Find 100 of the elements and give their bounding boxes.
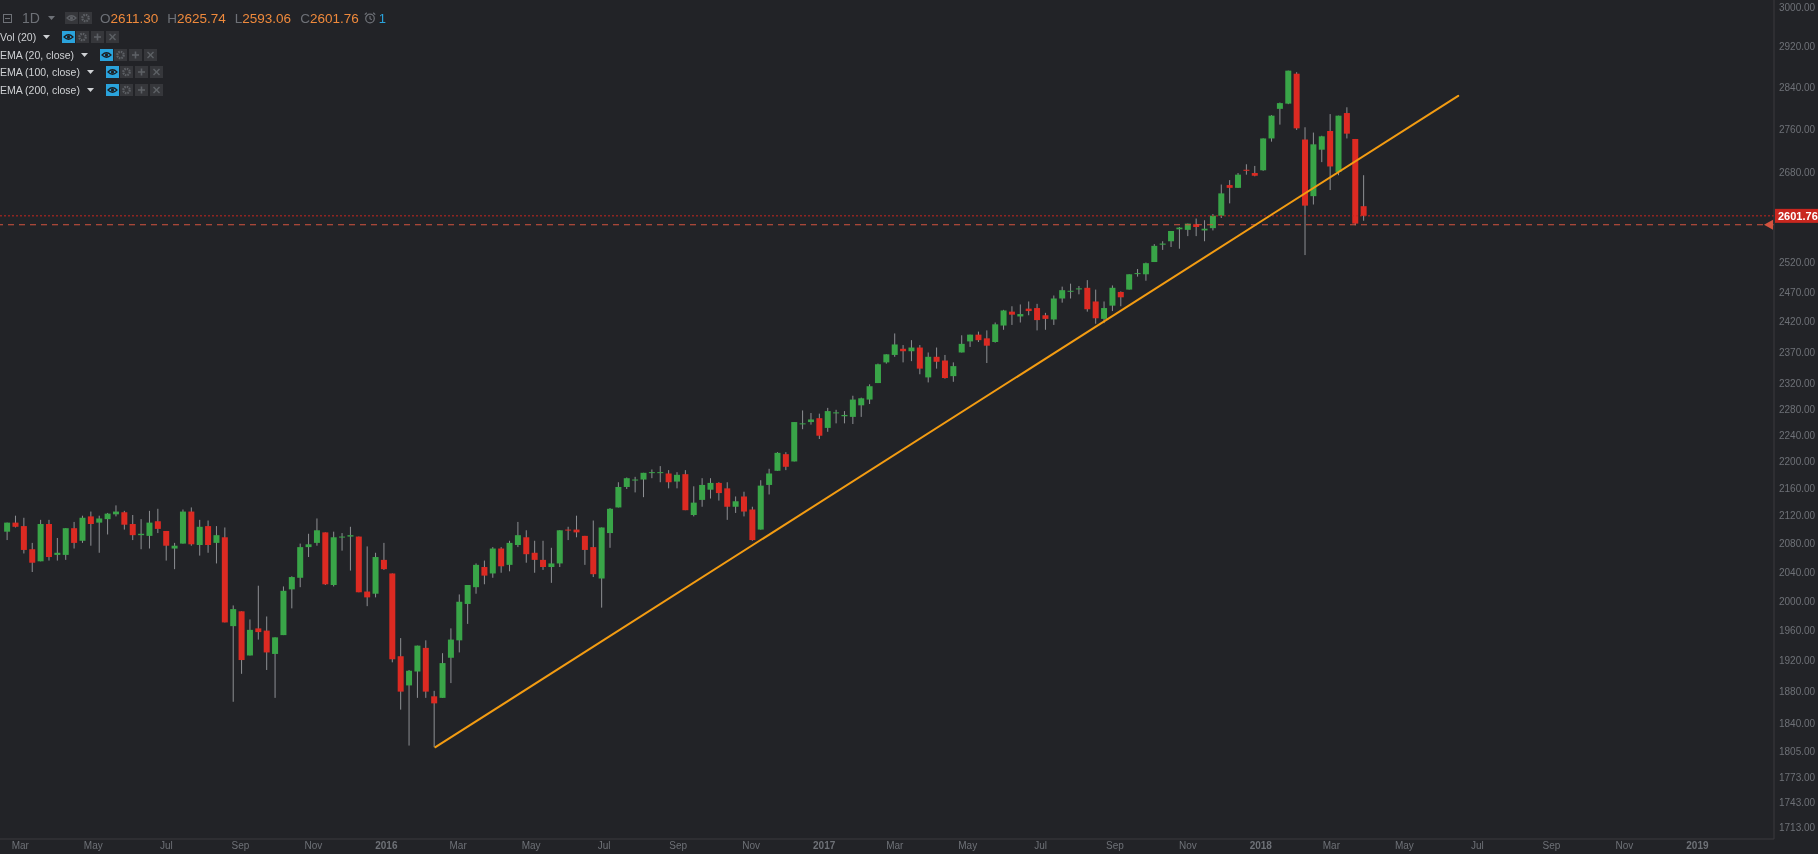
candlestick <box>1268 114 1275 143</box>
candlestick <box>255 585 262 641</box>
annotation: H2625.74 <box>167 10 226 26</box>
candlestick <box>891 332 898 358</box>
candlestick <box>766 468 773 495</box>
y-tick-label: 2760.00 <box>1779 123 1816 135</box>
candlestick <box>707 477 714 500</box>
candlestick <box>950 361 957 383</box>
y-tick-label: 1805.00 <box>1779 745 1816 757</box>
ref-line-label: 2601.76 <box>1778 209 1818 222</box>
candlestick <box>724 481 731 521</box>
candlestick <box>87 511 94 547</box>
candlestick <box>481 560 488 585</box>
x-tick-label: Nov <box>304 840 323 852</box>
candlestick <box>1109 284 1116 312</box>
x-tick-label: 2018 <box>1249 840 1273 852</box>
x-tick-label: Sep <box>231 840 250 852</box>
candlestick <box>1218 184 1225 219</box>
candlestick <box>104 512 111 535</box>
candlestick <box>1034 303 1041 331</box>
candlestick <box>849 395 856 425</box>
x-tick-label: Jul <box>1034 840 1048 852</box>
candlestick <box>648 468 655 479</box>
candlestick <box>799 409 806 430</box>
candlestick <box>916 344 923 375</box>
candlestick <box>514 521 521 548</box>
y-tick-label: 2000.00 <box>1779 595 1816 607</box>
candlestick <box>615 481 622 508</box>
candlestick <box>983 329 990 364</box>
x-tick-label: Mar <box>1322 840 1341 852</box>
candlestick <box>674 471 680 489</box>
candlestick <box>1226 179 1233 204</box>
x-tick-label: May <box>83 840 103 852</box>
candlestick <box>1092 289 1099 325</box>
x-tick-label: Sep <box>1542 840 1561 852</box>
candlestick <box>380 542 387 571</box>
candlestick <box>1075 285 1082 295</box>
candlestick <box>740 491 747 517</box>
candlestick <box>565 526 572 541</box>
annotation: C2601.76 <box>300 10 359 26</box>
x-tick-label: Jul <box>159 840 173 852</box>
x-tick-label: May <box>521 840 541 852</box>
x-tick-label: May <box>958 840 978 852</box>
candlestick <box>230 604 237 703</box>
candlestick <box>171 542 178 570</box>
candlestick <box>1360 174 1367 222</box>
candlestick <box>288 575 295 609</box>
candlestick <box>506 540 513 572</box>
candlestick <box>1084 279 1091 313</box>
candlestick <box>632 476 639 493</box>
candlestick <box>154 508 161 534</box>
candlestick <box>1318 135 1325 163</box>
y-tick-label: 1773.00 <box>1779 771 1816 783</box>
x-tick-label: Nov <box>742 840 761 852</box>
candlestick <box>305 533 312 558</box>
candlestick <box>523 529 530 564</box>
candlestick <box>967 334 974 348</box>
candlestick <box>816 413 823 440</box>
candlestick <box>941 354 948 380</box>
candlestick <box>581 535 588 566</box>
candlestick <box>213 525 220 564</box>
candlestick <box>866 383 873 405</box>
x-tick-label: May <box>1394 840 1414 852</box>
x-tick-label: 2017 <box>813 840 836 852</box>
x-tick-label: Mar <box>449 840 468 852</box>
annotation: L2593.06 <box>234 10 292 26</box>
candlestick <box>824 407 831 433</box>
candlestick <box>79 515 86 544</box>
candlestick <box>163 530 170 562</box>
candlestick <box>71 521 78 550</box>
y-tick-label: 1880.00 <box>1779 686 1816 698</box>
y-tick-label: 2240.00 <box>1779 429 1816 441</box>
candlestick <box>548 547 555 584</box>
candlestick <box>540 540 547 571</box>
candlestick <box>29 542 36 573</box>
candlestick <box>4 522 11 541</box>
candlestick <box>406 669 413 747</box>
y-tick-label: 1743.00 <box>1779 796 1816 808</box>
y-tick-label: 2080.00 <box>1779 538 1816 550</box>
y-tick-label: 2680.00 <box>1779 167 1816 179</box>
candlestick <box>699 477 706 508</box>
candlestick <box>339 532 346 552</box>
y-tick-label: 2320.00 <box>1779 378 1816 390</box>
y-tick-label: 2120.00 <box>1779 510 1816 522</box>
y-tick-label: 2040.00 <box>1779 566 1816 578</box>
candlestick <box>447 627 454 684</box>
candlestick <box>690 485 697 517</box>
candlestick <box>1008 305 1015 326</box>
candlestick <box>1050 295 1057 326</box>
candlestick <box>640 472 647 498</box>
candlestick <box>146 510 153 550</box>
candlestick <box>129 514 136 541</box>
candlestick <box>498 546 505 574</box>
annotation: Vol (20) <box>0 30 37 43</box>
y-tick-label: 1920.00 <box>1779 655 1816 667</box>
x-tick-label: Mar <box>11 840 30 852</box>
y-tick-label: 3000.00 <box>1779 1 1816 13</box>
candlestick <box>657 465 664 483</box>
candlestick <box>665 469 672 489</box>
y-tick-label: 1840.00 <box>1779 717 1816 729</box>
